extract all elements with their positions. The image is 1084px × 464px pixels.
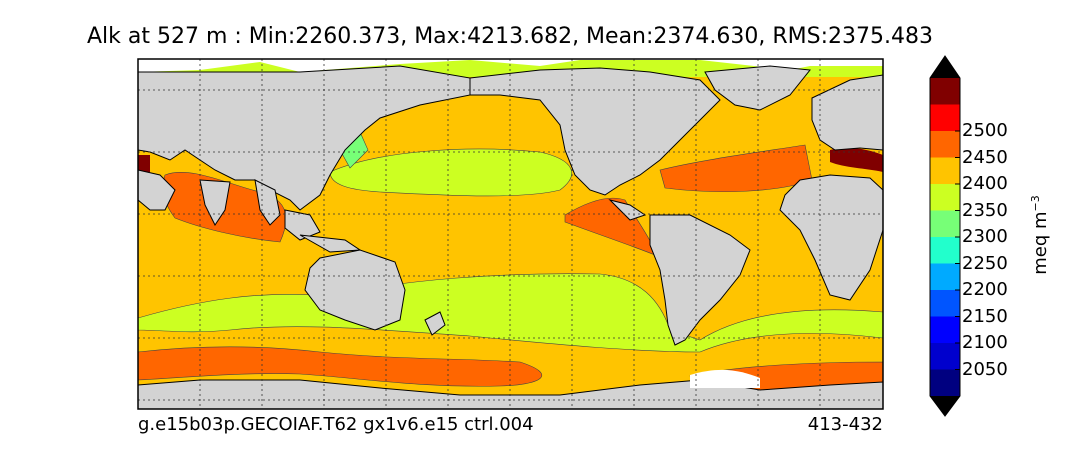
land-masses: [138, 65, 883, 409]
colorbar-bin: [930, 131, 960, 158]
colorbar-bin: [930, 343, 960, 370]
colorbar-bin: [930, 263, 960, 290]
colorbar-bin: [930, 184, 960, 211]
north-pacific-low: [329, 148, 572, 197]
colorbar-tick-label: 2200: [962, 279, 1008, 300]
colorbar-tick-label: 2350: [962, 199, 1008, 221]
colorbar-tick-label: 2450: [962, 146, 1008, 168]
colorbar-bin: [930, 78, 960, 105]
colorbar-tick-label: 2050: [962, 358, 1008, 380]
colorbar-extend-min: [930, 396, 960, 416]
colorbar: [929, 55, 961, 417]
colorbar-unit-label: meq m−3: [1029, 195, 1051, 275]
colorbar-bin: [930, 369, 960, 396]
colorbar-tick-label: 2100: [962, 332, 1008, 353]
mediterranean-max: [830, 147, 883, 172]
colorbar-tick-label: 2300: [962, 226, 1008, 247]
colorbar-frame: [929, 55, 961, 417]
colorbar-bin: [930, 316, 960, 343]
gridlines: [138, 59, 883, 409]
colorbar-tick-label: 2400: [962, 173, 1008, 194]
plot-title: Alk at 527 m : Min:2260.373, Max:4213.68…: [86, 24, 933, 49]
weddell-ice: [690, 369, 760, 388]
mediterranean-wrap: [138, 155, 150, 172]
colorbar-extend-max: [930, 56, 960, 78]
year-range: 413-432: [807, 414, 883, 435]
colorbar-bin: [930, 237, 960, 264]
case-name: g.e15b03p.GECOIAF.T62 gx1v6.e15 ctrl.004: [138, 414, 534, 435]
southern-high-west: [138, 346, 543, 387]
colorbar-tick-label: 2150: [962, 305, 1008, 327]
colorbar-bin: [930, 157, 960, 184]
colorbar-bin: [930, 290, 960, 317]
colorbar-bin: [930, 104, 960, 131]
map-frame: [137, 58, 884, 410]
colorbar-tick-label: 2250: [962, 252, 1008, 274]
arctic-ice: [138, 59, 883, 72]
map-plot: [138, 59, 883, 409]
colorbar-bin: [930, 210, 960, 237]
colorbar-tick-label: 2500: [962, 120, 1008, 141]
